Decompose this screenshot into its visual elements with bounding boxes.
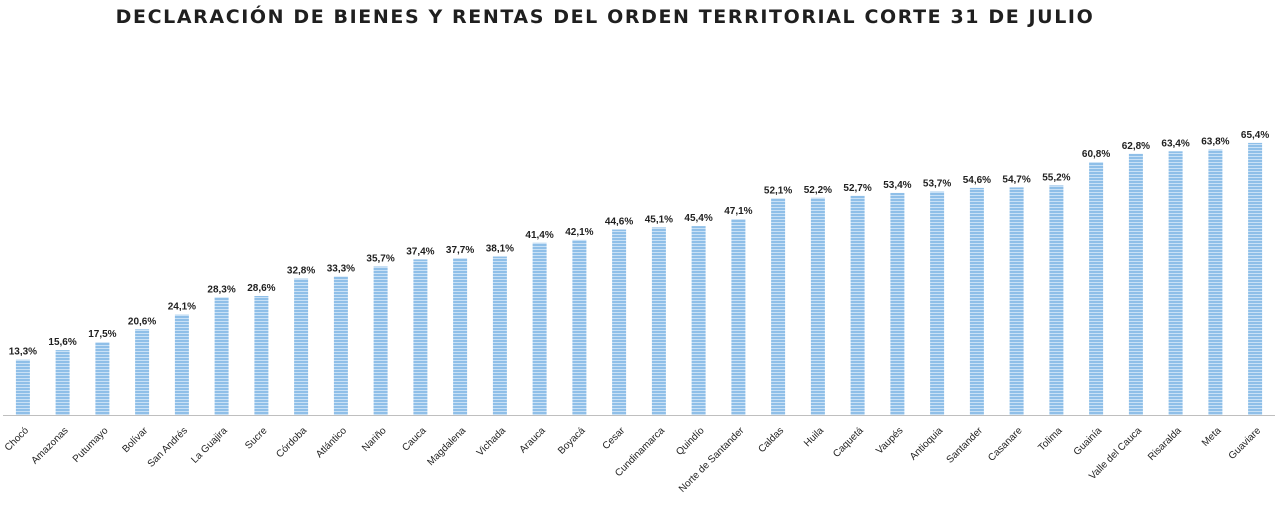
x-tick-label: Vaupés xyxy=(874,425,905,456)
x-tick-label: Nariño xyxy=(360,425,389,454)
bar-atlántico xyxy=(333,276,348,415)
x-tick-label: Putumayo xyxy=(71,425,111,465)
x-tick-label: Cauca xyxy=(400,425,429,454)
x-tick-label: Amazonas xyxy=(30,425,71,466)
data-label: 28,3% xyxy=(207,284,235,295)
bar-norte-de-santander xyxy=(731,219,746,415)
data-label: 60,8% xyxy=(1082,149,1110,160)
bar-cesar xyxy=(612,229,627,415)
bar-antioquia xyxy=(930,191,945,415)
data-label: 28,6% xyxy=(247,283,275,294)
data-label: 13,3% xyxy=(9,347,37,358)
x-tick-label: Risaralda xyxy=(1146,425,1184,463)
data-label: 53,7% xyxy=(923,179,951,190)
x-tick-label: Meta xyxy=(1200,425,1224,449)
bar-tolima xyxy=(1049,185,1064,415)
bar-magdalena xyxy=(453,258,468,415)
data-label: 41,4% xyxy=(525,230,553,241)
x-tick-label: Arauca xyxy=(518,425,548,455)
x-tick-label: La Guajira xyxy=(189,425,230,466)
x-tick-label: Guaviare xyxy=(1227,425,1264,462)
data-label: 37,7% xyxy=(446,245,474,256)
bar-putumayo xyxy=(95,342,110,415)
bar-bolívar xyxy=(135,329,150,415)
x-tick-label: Tolima xyxy=(1036,425,1065,454)
data-label: 47,1% xyxy=(724,206,752,217)
bar-nariño xyxy=(373,266,388,415)
x-tick-label: Santander xyxy=(945,425,986,466)
data-label: 63,4% xyxy=(1161,138,1189,149)
bar-sucre xyxy=(254,296,269,415)
bar-amazonas xyxy=(55,350,70,415)
x-tick-label: Casanare xyxy=(986,425,1025,464)
data-label: 17,5% xyxy=(88,329,116,340)
bar-quindío xyxy=(691,226,706,415)
x-tick-label: Caquetá xyxy=(831,425,866,460)
data-label: 53,4% xyxy=(883,180,911,191)
data-label: 37,4% xyxy=(406,246,434,257)
bar-cundinamarca xyxy=(651,227,666,415)
bar-vichada xyxy=(492,256,507,415)
bar-guaviare xyxy=(1248,142,1263,415)
data-label: 62,8% xyxy=(1122,141,1150,152)
bar-boyacá xyxy=(572,239,587,415)
data-label: 54,7% xyxy=(1002,174,1030,185)
data-label: 15,6% xyxy=(48,337,76,348)
bar-chocó xyxy=(15,359,30,415)
data-label: 63,8% xyxy=(1201,137,1229,148)
x-tick-label: Quindío xyxy=(674,425,707,458)
bar-córdoba xyxy=(294,278,309,415)
x-tick-label: Magdalena xyxy=(425,425,468,468)
x-tick-label: Guainía xyxy=(1072,425,1105,458)
data-label: 35,7% xyxy=(366,254,394,265)
bar-cauca xyxy=(413,259,428,415)
x-tick-label: Norte de Santander xyxy=(677,425,747,495)
x-tick-label: Huila xyxy=(802,425,826,449)
data-label: 52,1% xyxy=(764,185,792,196)
x-tick-label: Cesar xyxy=(601,425,628,452)
bar-casanare xyxy=(1009,187,1024,415)
data-label: 38,1% xyxy=(486,244,514,255)
data-label: 65,4% xyxy=(1241,130,1269,141)
data-label: 54,6% xyxy=(963,175,991,186)
x-tick-label: Boyacá xyxy=(556,425,588,457)
data-label: 45,1% xyxy=(645,214,673,225)
x-tick-label: Atlántico xyxy=(314,425,349,460)
data-label: 24,1% xyxy=(168,302,196,313)
x-tick-label: Caldas xyxy=(756,425,786,455)
bar-risaralda xyxy=(1168,151,1183,416)
bar-san-andrés xyxy=(174,314,189,415)
bar-meta xyxy=(1208,149,1223,415)
data-label: 45,4% xyxy=(684,213,712,224)
data-label: 33,3% xyxy=(327,264,355,275)
x-tick-label: Bolívar xyxy=(120,425,150,455)
data-label: 42,1% xyxy=(565,227,593,238)
bar-huila xyxy=(810,197,825,415)
data-label: 32,8% xyxy=(287,266,315,277)
data-label: 44,6% xyxy=(605,217,633,228)
bar-valle-del-cauca xyxy=(1128,153,1143,416)
x-tick-label: San Andrés xyxy=(146,425,190,469)
data-label: 55,2% xyxy=(1042,172,1070,183)
x-tick-label: Antioquia xyxy=(908,425,946,463)
data-label: 52,7% xyxy=(843,183,871,194)
chart-title: DECLARACIÓN DE BIENES Y RENTAS DEL ORDEN… xyxy=(115,6,1095,28)
x-tick-label: Córdoba xyxy=(274,425,309,460)
x-tick-label: Sucre xyxy=(243,425,270,452)
bar-arauca xyxy=(532,242,547,415)
bar-la-guajira xyxy=(214,297,229,415)
bar-caquetá xyxy=(850,195,865,415)
data-label: 20,6% xyxy=(128,316,156,327)
bar-caldas xyxy=(771,198,786,415)
bar-vaupés xyxy=(890,192,905,415)
x-tick-label: Chocó xyxy=(3,425,32,454)
x-tick-label: Vichada xyxy=(475,425,509,459)
data-label: 52,2% xyxy=(804,185,832,196)
bar-guainía xyxy=(1089,162,1104,415)
bar-santander xyxy=(969,187,984,415)
